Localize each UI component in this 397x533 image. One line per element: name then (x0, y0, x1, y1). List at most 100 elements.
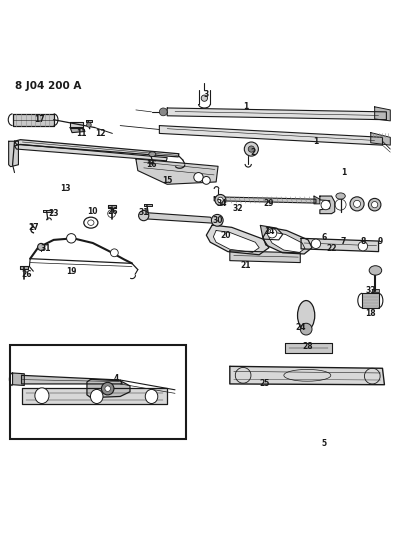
Polygon shape (144, 204, 152, 206)
Ellipse shape (105, 386, 110, 391)
Polygon shape (87, 379, 130, 398)
Polygon shape (269, 232, 305, 253)
Text: 31: 31 (40, 245, 51, 253)
Text: 8: 8 (360, 237, 366, 246)
Polygon shape (13, 373, 24, 385)
Ellipse shape (159, 108, 167, 116)
Text: 7: 7 (341, 237, 346, 246)
Polygon shape (371, 133, 390, 145)
Text: 3: 3 (204, 90, 209, 99)
Polygon shape (213, 230, 259, 253)
Text: 31: 31 (139, 208, 149, 217)
Polygon shape (144, 213, 217, 223)
Polygon shape (314, 196, 320, 204)
Ellipse shape (91, 390, 103, 403)
Polygon shape (301, 238, 379, 252)
Ellipse shape (110, 249, 118, 257)
Ellipse shape (194, 173, 203, 182)
Text: 21: 21 (240, 261, 251, 270)
Polygon shape (167, 108, 386, 120)
Ellipse shape (311, 239, 321, 248)
Ellipse shape (139, 211, 149, 221)
Text: 29: 29 (264, 199, 274, 208)
Ellipse shape (87, 123, 91, 127)
Ellipse shape (101, 382, 114, 395)
Text: 19: 19 (66, 266, 77, 276)
Text: 4: 4 (114, 374, 119, 383)
Text: 28: 28 (303, 342, 313, 351)
Ellipse shape (35, 388, 49, 403)
Text: 24: 24 (295, 322, 306, 332)
Text: 26: 26 (107, 207, 118, 216)
Polygon shape (260, 225, 283, 240)
Ellipse shape (321, 200, 330, 210)
Polygon shape (21, 375, 122, 384)
Ellipse shape (67, 233, 76, 243)
Text: 20: 20 (221, 231, 231, 240)
Ellipse shape (369, 266, 382, 275)
Ellipse shape (372, 201, 378, 208)
Text: 11: 11 (76, 129, 86, 138)
Text: 9: 9 (378, 237, 383, 246)
Polygon shape (214, 197, 316, 203)
Polygon shape (375, 107, 390, 121)
Text: 12: 12 (95, 129, 106, 138)
Ellipse shape (268, 229, 277, 238)
Ellipse shape (212, 214, 223, 226)
Text: 5: 5 (321, 439, 326, 448)
Text: 33: 33 (366, 286, 376, 295)
Ellipse shape (358, 241, 368, 251)
Polygon shape (263, 228, 312, 254)
Text: 16: 16 (146, 160, 157, 169)
Text: 25: 25 (260, 379, 270, 389)
Polygon shape (214, 220, 222, 225)
Text: 1: 1 (243, 101, 248, 110)
Ellipse shape (297, 301, 315, 330)
Polygon shape (13, 114, 54, 126)
Polygon shape (320, 196, 335, 214)
Text: 8 J04 200 A: 8 J04 200 A (15, 82, 81, 91)
Polygon shape (70, 127, 85, 133)
Polygon shape (206, 225, 269, 255)
Polygon shape (108, 205, 116, 208)
Text: 2: 2 (251, 149, 256, 157)
Polygon shape (44, 210, 50, 213)
Ellipse shape (350, 197, 364, 211)
Ellipse shape (353, 200, 360, 207)
Text: 27: 27 (29, 223, 39, 232)
Text: 18: 18 (365, 309, 376, 318)
Text: 22: 22 (326, 245, 337, 253)
Text: 14: 14 (264, 227, 274, 236)
Text: 13: 13 (60, 184, 71, 193)
Text: 17: 17 (35, 115, 45, 124)
Ellipse shape (202, 176, 210, 184)
Polygon shape (9, 141, 18, 167)
Polygon shape (159, 126, 382, 145)
Text: 1: 1 (341, 168, 346, 177)
Ellipse shape (336, 193, 345, 199)
Ellipse shape (149, 152, 156, 157)
Ellipse shape (145, 390, 158, 403)
Polygon shape (15, 140, 179, 157)
Ellipse shape (244, 142, 258, 156)
Polygon shape (136, 159, 218, 184)
Polygon shape (230, 366, 384, 385)
Text: 34: 34 (217, 199, 227, 208)
Text: 15: 15 (162, 176, 172, 185)
Polygon shape (86, 120, 92, 123)
Polygon shape (15, 144, 167, 161)
Polygon shape (20, 266, 28, 269)
Text: 32: 32 (232, 204, 243, 213)
Polygon shape (285, 343, 331, 353)
Text: 26: 26 (21, 270, 31, 279)
Text: 6: 6 (321, 232, 326, 241)
Ellipse shape (215, 195, 226, 205)
Text: 10: 10 (88, 207, 98, 216)
Polygon shape (372, 289, 379, 292)
Ellipse shape (248, 146, 254, 152)
Text: 30: 30 (213, 216, 224, 225)
Ellipse shape (368, 198, 381, 211)
Polygon shape (362, 293, 379, 308)
Ellipse shape (38, 244, 44, 251)
Polygon shape (230, 251, 300, 263)
